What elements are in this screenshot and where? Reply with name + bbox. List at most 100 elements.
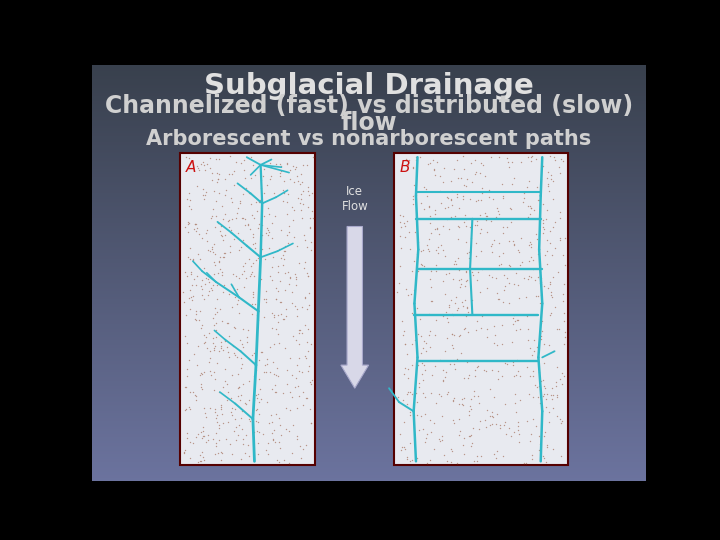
Bar — [92, 247, 647, 248]
Point — [275, 298, 287, 306]
Point — [504, 279, 516, 287]
Bar — [92, 278, 647, 279]
Point — [439, 373, 451, 381]
Point — [437, 222, 449, 231]
Point — [418, 262, 430, 271]
Bar — [92, 93, 647, 94]
Point — [518, 189, 530, 198]
Point — [394, 217, 405, 226]
Point — [264, 228, 275, 237]
Point — [279, 246, 290, 255]
Point — [215, 221, 227, 230]
Point — [220, 364, 231, 373]
Point — [193, 430, 204, 438]
Point — [457, 401, 469, 409]
Point — [195, 159, 207, 168]
Point — [474, 416, 485, 425]
Bar — [92, 271, 647, 272]
Point — [421, 429, 433, 438]
Point — [208, 187, 220, 195]
Point — [207, 286, 218, 294]
Bar — [92, 326, 647, 327]
Point — [540, 457, 552, 466]
Point — [208, 321, 220, 329]
Bar — [92, 158, 647, 159]
Point — [209, 303, 220, 312]
Point — [535, 332, 546, 340]
Point — [207, 242, 218, 251]
Point — [196, 370, 207, 379]
Point — [408, 164, 419, 172]
Point — [199, 280, 210, 288]
Point — [184, 201, 195, 210]
Bar — [92, 375, 647, 376]
Point — [261, 355, 272, 363]
Point — [183, 293, 194, 302]
Point — [487, 393, 499, 401]
Point — [198, 456, 210, 464]
Point — [557, 157, 569, 165]
Bar — [92, 309, 647, 310]
Point — [196, 379, 207, 388]
Bar — [92, 255, 647, 256]
Point — [187, 292, 199, 300]
Point — [488, 321, 500, 330]
Point — [266, 429, 278, 437]
Point — [232, 431, 243, 440]
Point — [211, 413, 222, 422]
Point — [494, 424, 505, 433]
Point — [229, 350, 240, 359]
Point — [431, 399, 442, 407]
Bar — [92, 310, 647, 311]
Point — [416, 369, 428, 378]
Point — [462, 357, 473, 366]
Point — [253, 374, 265, 383]
Point — [208, 270, 220, 279]
Point — [302, 203, 314, 212]
Point — [256, 245, 268, 254]
Point — [459, 394, 470, 402]
Point — [304, 301, 315, 309]
Point — [253, 427, 265, 436]
Point — [234, 197, 246, 205]
Point — [415, 259, 426, 268]
Bar — [92, 431, 647, 432]
Point — [507, 320, 518, 328]
Point — [544, 280, 556, 288]
Point — [464, 247, 475, 256]
Bar — [92, 227, 647, 228]
Point — [541, 443, 553, 452]
Point — [216, 410, 228, 418]
Point — [457, 302, 469, 310]
Point — [417, 246, 428, 254]
Point — [210, 333, 221, 341]
Point — [497, 372, 508, 381]
Point — [460, 181, 472, 190]
Point — [450, 259, 462, 268]
Bar — [92, 207, 647, 208]
Point — [402, 399, 413, 408]
Bar — [92, 453, 647, 454]
Bar — [92, 172, 647, 173]
Point — [261, 295, 272, 303]
Point — [523, 256, 535, 265]
Bar — [92, 202, 647, 204]
Point — [198, 432, 210, 441]
Point — [452, 303, 464, 312]
Point — [447, 311, 459, 320]
Point — [424, 342, 436, 351]
Point — [536, 327, 548, 336]
Bar — [92, 66, 647, 67]
Point — [428, 164, 440, 173]
Point — [193, 166, 204, 174]
Point — [287, 332, 299, 340]
Point — [300, 293, 311, 301]
Point — [179, 449, 190, 458]
Point — [400, 444, 411, 453]
Point — [289, 382, 300, 391]
Point — [546, 384, 557, 393]
Point — [181, 365, 193, 374]
Point — [446, 309, 457, 318]
Point — [543, 418, 554, 427]
Point — [400, 155, 412, 164]
